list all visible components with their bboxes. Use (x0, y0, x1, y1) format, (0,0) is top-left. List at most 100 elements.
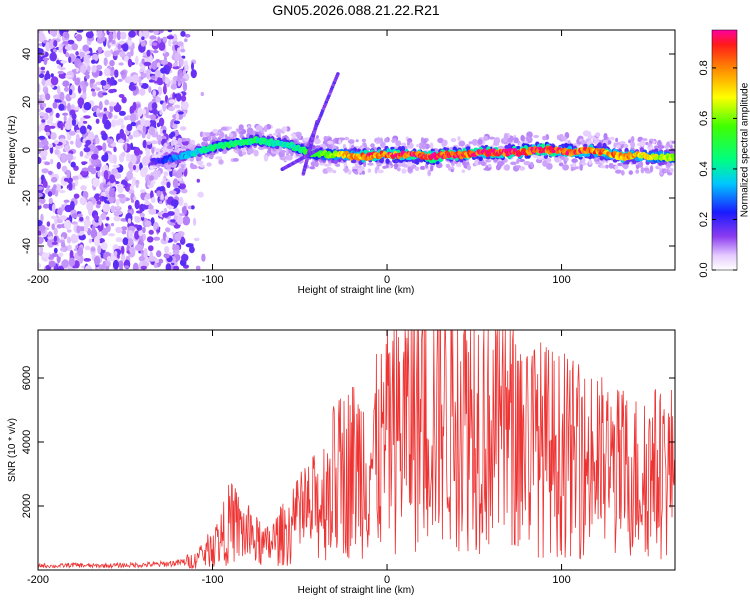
spectrogram-cell (104, 223, 109, 227)
spectrogram-cell (108, 32, 113, 43)
spectrogram-cell (100, 213, 107, 221)
spectrogram-cell (104, 50, 112, 58)
spectrogram-cell (92, 177, 100, 188)
spectrogram-cell (185, 138, 191, 142)
spectrogram-cell (53, 235, 58, 242)
spectrogram-cell (79, 216, 84, 222)
colorbar-gradient (711, 29, 738, 271)
colorbar-tick-label: 0.4 (698, 161, 710, 176)
spectrogram-cell (134, 216, 142, 223)
spectrogram-cell (175, 112, 179, 121)
spectrogram-cell (113, 154, 117, 165)
spectrogram-cell (173, 62, 178, 67)
spectrogram-cell (338, 139, 342, 145)
spectrogram-cell (285, 152, 289, 156)
spectrogram-cell (150, 114, 157, 121)
spectrogram-cell (95, 204, 101, 209)
spectrogram-cell (83, 102, 92, 111)
spectrogram-cell (652, 140, 656, 144)
spectrogram-cell (315, 135, 319, 139)
spectrogram-cell (595, 161, 601, 165)
spectrogram-cell (630, 141, 636, 148)
spectrogram-cell (152, 42, 158, 46)
spectrogram-cell (43, 139, 49, 147)
spectrogram-cell (38, 186, 44, 191)
spectrogram-cell (670, 148, 675, 154)
spectrogram-cell (138, 82, 143, 86)
spectrogram-cell (377, 136, 381, 143)
spectrogram-cell (113, 210, 120, 217)
spectrogram-cell (657, 139, 662, 147)
spectrogram-cell (80, 185, 87, 191)
spectrogram-cell (494, 137, 501, 144)
spectrogram-cell (616, 144, 621, 149)
spectrogram-cell (133, 196, 137, 201)
spectrogram-cell (108, 233, 116, 237)
spectrogram-cell (102, 142, 107, 152)
spectrogram-cell (193, 237, 200, 242)
spectrogram-cell (118, 110, 126, 116)
spectrogram-cell (120, 245, 125, 255)
spectrogram-cell (523, 161, 531, 166)
spectrogram-cell (66, 135, 72, 141)
snr-y-ticks: 2000 4000 6000 (21, 366, 675, 518)
spectrogram-cell (564, 157, 569, 161)
spectrogram-x-ticks: -200 -100 0 100 (27, 30, 571, 286)
spectrogram-cell (134, 230, 140, 240)
spectrogram-cell (87, 65, 91, 72)
spectrogram-cell (640, 140, 646, 147)
spectrogram-cell (64, 144, 71, 152)
spectrogram-cell (43, 113, 47, 120)
spectrogram-cell (614, 165, 619, 170)
spectrogram-cell (67, 39, 75, 45)
spectrogram-cell (327, 140, 334, 145)
spectrogram-cell (60, 241, 66, 248)
spectrogram-cell (174, 52, 182, 61)
spectrogram-cell (309, 166, 315, 170)
spectrogram-cell (130, 121, 137, 127)
spectrogram-cell (503, 133, 509, 140)
spectrogram-cell (142, 139, 147, 149)
spectrogram-cell (125, 138, 130, 143)
spectrogram-cell (156, 62, 161, 68)
spectrogram-cell (82, 44, 90, 52)
colorbar: 0.0 0.2 0.4 0.6 0.8 Normalized spectral ampl… (698, 29, 750, 278)
spectrogram-cell (315, 161, 319, 168)
spectrogram-cell (133, 146, 141, 156)
spectrogram-cell (669, 139, 673, 146)
spectrogram-cell (483, 136, 489, 141)
spectrogram-cell (106, 256, 112, 262)
y-tick-label: 20 (21, 96, 33, 108)
spectrogram-cell (571, 158, 578, 163)
spectrogram-cell (75, 133, 80, 141)
spectrogram-cell (588, 158, 592, 165)
spectrogram-cell (110, 222, 115, 227)
spectrogram-cell (162, 177, 167, 185)
spectrogram-cell (103, 170, 109, 180)
spectrogram-cell (127, 225, 136, 232)
spectrogram-cell (38, 73, 45, 79)
spectrogram-cell (185, 243, 194, 248)
spectrogram-cell (351, 158, 357, 164)
spectrogram-cell (84, 224, 89, 233)
spectrogram-cell (53, 227, 58, 236)
spectrogram-cell (97, 244, 102, 255)
spectrogram-cell (51, 223, 55, 230)
spectrogram-cell (77, 213, 83, 218)
spectrogram-cell (165, 227, 171, 233)
spectrogram-cell (150, 140, 159, 145)
spectrogram-cell (200, 91, 204, 97)
spectrogram-cell (148, 229, 154, 235)
spectrogram-cell (59, 91, 65, 101)
spectrogram-cell (168, 106, 175, 112)
snr-y-axis-label: SNR (10 * v/v) (7, 418, 18, 482)
spectrogram-cell (424, 143, 430, 150)
spectrogram-cell (97, 46, 103, 54)
y-tick-label: 0 (21, 147, 33, 153)
spectrogram-cell (128, 134, 134, 140)
spectrogram-cell (148, 30, 155, 33)
spectrogram-cell (49, 52, 57, 62)
spectrogram-cell (38, 246, 41, 254)
spectrogram-cell (45, 107, 53, 113)
spectrogram-cell (172, 172, 178, 177)
